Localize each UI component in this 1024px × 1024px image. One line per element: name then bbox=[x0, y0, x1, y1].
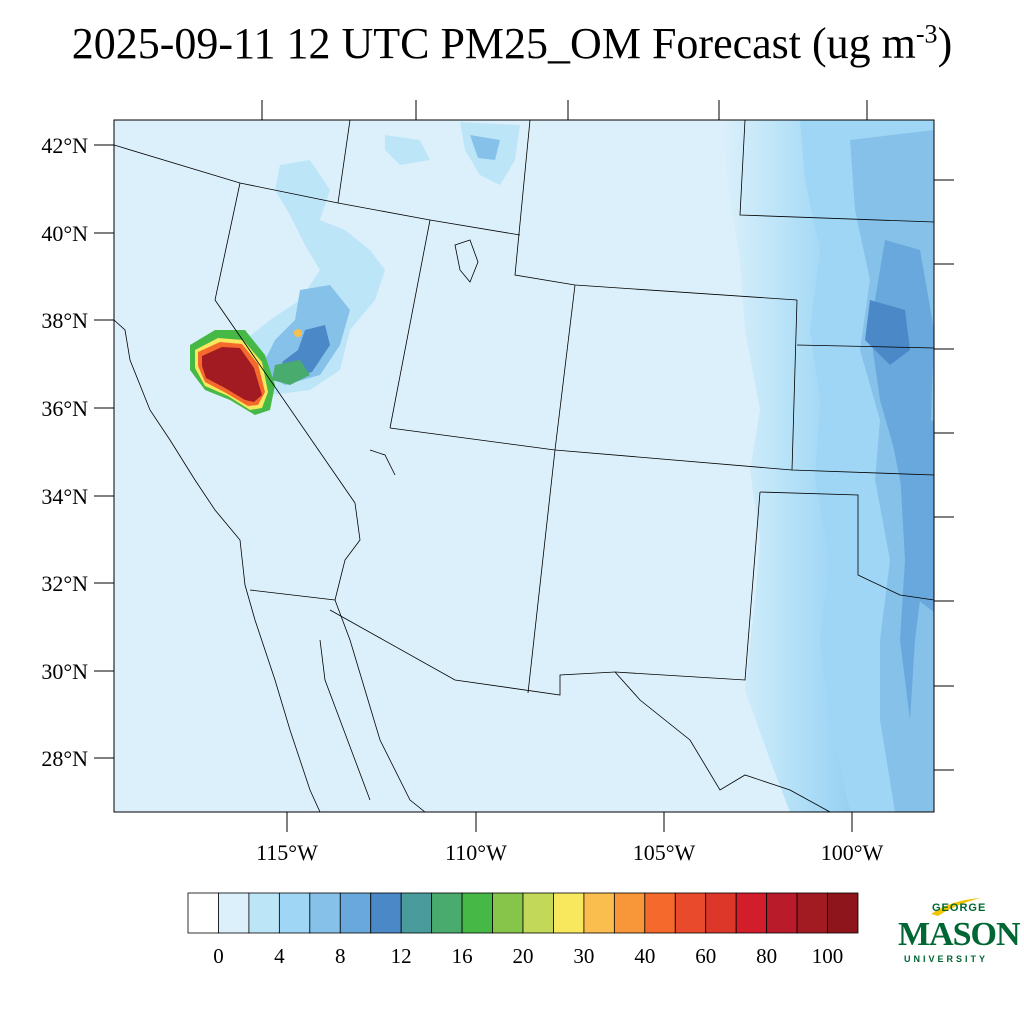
wy-east bbox=[739, 120, 934, 223]
ticks bbox=[94, 100, 954, 832]
title-close: ) bbox=[937, 19, 953, 68]
colorbar-swatch-3 bbox=[278, 892, 311, 934]
nm-tx bbox=[614, 491, 761, 681]
colorbar-label-40: 40 bbox=[634, 944, 655, 968]
colorbar-label-60: 60 bbox=[695, 944, 716, 968]
title-superscript: -3 bbox=[915, 19, 938, 49]
wyoming-patch-core bbox=[470, 135, 500, 160]
lon-label-110w: 110°W bbox=[445, 840, 507, 865]
colorbar-swatch-9 bbox=[461, 892, 493, 934]
colorbar-label-0: 0 bbox=[213, 944, 224, 968]
colorbar-swatch-1 bbox=[218, 892, 250, 934]
lat-label-30: 30°N bbox=[41, 659, 88, 684]
colorbar-label-100: 100 bbox=[812, 944, 844, 968]
colorbar-swatch-17 bbox=[705, 892, 737, 934]
fire-spot-small bbox=[294, 329, 302, 337]
lon-label-100w: 100°W bbox=[821, 840, 884, 865]
ut-co bbox=[554, 284, 576, 451]
colorbar-swatch-0 bbox=[187, 892, 219, 934]
colorbar-label-8: 8 bbox=[335, 944, 346, 968]
id-wy bbox=[337, 120, 351, 204]
four-corners bbox=[389, 427, 934, 476]
co-east bbox=[791, 299, 798, 471]
az-mx bbox=[329, 609, 616, 696]
colorbar-swatch-5 bbox=[339, 892, 372, 934]
lon-label-115w: 115°W bbox=[256, 840, 318, 865]
east-band-core bbox=[865, 300, 910, 365]
nv-ut-border bbox=[389, 219, 431, 429]
lat-label-34: 34°N bbox=[41, 484, 88, 509]
lat-label-32: 32°N bbox=[41, 571, 88, 596]
colorbar bbox=[187, 892, 859, 934]
colorbar-swatch-18 bbox=[735, 892, 768, 934]
gmu-mason-text: MASON bbox=[898, 916, 1021, 953]
gulf-california bbox=[334, 599, 426, 812]
colorbar-swatch-15 bbox=[644, 892, 676, 934]
lat-label-28: 28°N bbox=[41, 746, 88, 771]
colorbar-swatch-10 bbox=[492, 892, 524, 934]
title-text: 2025-09-11 12 UTC PM25_OM Forecast (ug m bbox=[71, 19, 916, 68]
colorbar-label-4: 4 bbox=[274, 944, 285, 968]
boundaries bbox=[114, 120, 934, 812]
colorbar-label-12: 12 bbox=[391, 944, 412, 968]
colorbar-swatch-6 bbox=[370, 892, 402, 934]
lon-label-105w: 105°W bbox=[633, 840, 696, 865]
great-salt-lake bbox=[454, 239, 479, 283]
colorbar-swatch-13 bbox=[583, 892, 615, 934]
tx-mx bbox=[614, 671, 831, 812]
east-band-south bbox=[890, 420, 934, 612]
idaho-patch bbox=[385, 135, 430, 165]
colorbar-label-30: 30 bbox=[573, 944, 594, 968]
colorbar-label-80: 80 bbox=[756, 944, 777, 968]
colorbar-swatch-14 bbox=[613, 892, 646, 934]
colorbar-swatch-11 bbox=[522, 892, 554, 934]
colorbar-swatch-20 bbox=[796, 892, 828, 934]
ca-mx bbox=[249, 589, 336, 601]
colorbar-labels: 0 4 8 12 16 20 30 40 60 80 100 bbox=[213, 944, 843, 968]
ca-nv-border bbox=[214, 182, 356, 504]
lat-label-40: 40°N bbox=[41, 221, 88, 246]
fire-core bbox=[202, 347, 262, 402]
map-frame bbox=[113, 119, 935, 813]
colorbar-swatch-4 bbox=[309, 892, 341, 934]
pacific-coast bbox=[114, 319, 321, 812]
lat-label-42: 42°N bbox=[41, 133, 88, 158]
gmu-george-text: GEORGE bbox=[932, 902, 987, 914]
az-nm bbox=[527, 449, 556, 694]
smoke-plume-green bbox=[272, 360, 310, 385]
map-field bbox=[114, 120, 934, 812]
lat-label-38: 38°N bbox=[41, 308, 88, 333]
gmu-university-text: UNIVERSITY bbox=[904, 954, 989, 964]
map-title: 2025-09-11 12 UTC PM25_OM Forecast (ug m… bbox=[0, 18, 1024, 69]
colorbar-swatch-16 bbox=[674, 892, 707, 934]
gmu-logo: GEORGE MASON UNIVERSITY bbox=[896, 896, 1021, 968]
colorbar-label-20: 20 bbox=[513, 944, 534, 968]
ok-tx bbox=[759, 491, 934, 601]
colorbar-swatch-2 bbox=[248, 892, 280, 934]
ut-wy-co bbox=[514, 120, 798, 301]
lat-labels: 42°N 40°N 38°N 36°N 34°N 32°N 30°N 28°N bbox=[41, 133, 88, 771]
colorbar-label-16: 16 bbox=[452, 944, 473, 968]
lat-label-36: 36°N bbox=[41, 396, 88, 421]
colorbar-swatch-7 bbox=[400, 892, 433, 934]
lon-labels: 115°W 110°W 105°W 100°W bbox=[256, 840, 883, 865]
az-west bbox=[334, 502, 361, 601]
colorbar-swatch-12 bbox=[553, 892, 585, 934]
colorbar-swatch-19 bbox=[766, 892, 798, 934]
ne-ks bbox=[796, 344, 934, 349]
baja-east bbox=[319, 639, 371, 801]
lake-mead bbox=[369, 449, 396, 476]
colorbar-swatch-21 bbox=[827, 892, 859, 934]
gmu-swoosh-icon bbox=[931, 898, 981, 916]
colorbar-swatch-8 bbox=[431, 892, 463, 934]
